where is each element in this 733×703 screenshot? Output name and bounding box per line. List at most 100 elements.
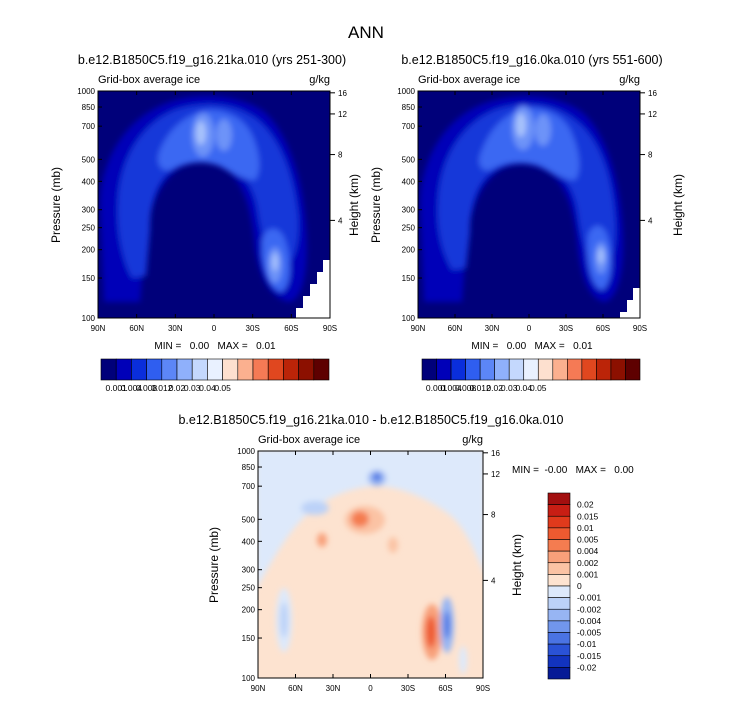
panel-c-y-tick-label: 850 (242, 463, 256, 472)
panel-c-colorbar-box (547, 667, 571, 680)
panel-b-colorbar-box (567, 358, 583, 381)
panel-c-colorbar-box (547, 597, 571, 610)
panel-a-yr-ticks: 16 12 8 4 (330, 89, 347, 225)
panel-a-title: b.e12.B1850C5.f19_g16.21ka.010 (yrs 251-… (78, 53, 346, 67)
panel-a-colorbar-box (146, 358, 163, 381)
panel-b-colorbar-label: 0.02 (486, 383, 503, 393)
panel-a-y-ticks: 100 150 200 250 300 400 500 700 850 1000 (77, 87, 102, 323)
panel-c-y-tick-label: 700 (242, 482, 256, 491)
panel-c-colorbar-label: 0.005 (577, 535, 599, 545)
panel-b-colorbar-box (625, 358, 641, 381)
panel-b-level-4b (535, 114, 551, 146)
panel-c-colorbar-box (547, 562, 571, 575)
panel-b-yr-ticks: 16 12 8 4 (640, 89, 657, 225)
panel-a-colorbar-box (191, 358, 208, 381)
panel-b-ylabel-right: Height (km) (671, 174, 685, 236)
panel-c-y-tick-label: 100 (242, 674, 256, 683)
panel-b-right-subtitle: g/kg (619, 74, 640, 86)
panel-a-y-tick-label: 150 (82, 274, 96, 283)
panel-c-stats: MIN = -0.00 MAX = 0.00 (512, 465, 634, 476)
panel-c-neg-patch (301, 501, 329, 515)
panel-a-y-tick-label: 850 (82, 103, 96, 112)
panel-b-x-tick-label: 90N (411, 324, 426, 333)
panel-c-pos-upper-core (351, 511, 369, 527)
panel-c-yr-tick-label: 16 (491, 449, 500, 458)
panel-c-colorbar-box (547, 655, 571, 668)
panel-c-x-tick-label: 30S (401, 684, 415, 693)
panel-b-level-5 (516, 113, 526, 137)
panel-c-neg-bottom (459, 646, 467, 674)
panel-b-y-tick-label: 400 (402, 177, 416, 186)
panel-a-level-4b (216, 119, 232, 151)
panel-c-upper-negative (258, 451, 483, 587)
panel-c-ylabel: Pressure (mb) (207, 527, 221, 603)
panel-c-y-tick-label: 150 (242, 634, 256, 643)
panel-a-colorbar-box (298, 358, 315, 381)
panel-c-pos-mid (388, 537, 398, 553)
panel-c-colorbar-label: 0.01 (577, 523, 594, 533)
panel-c-colorbar-box (547, 608, 571, 622)
panel-a-y-tick-label: 300 (82, 206, 96, 215)
panel-b-ylabel: Pressure (mb) (369, 167, 383, 243)
panel-c-y-tick-label: 1000 (237, 447, 255, 456)
panel-a-x-ticks: 90N 60N 30N 0 30S 60S 90S (91, 91, 337, 333)
panel-b-colorbar-label: 0.012 (469, 383, 491, 393)
panel-b-x-tick-label: 60N (448, 324, 463, 333)
panel-b-y-tick-label: 850 (402, 103, 416, 112)
panel-c-colorbar-label: -0.01 (577, 639, 597, 649)
panel-c-colorbar-label: -0.002 (577, 604, 601, 614)
panel-a-colorbar-label: 0.02 (169, 383, 186, 393)
panel-c-colorbar-box (547, 515, 571, 529)
panel-b-y-tick-label: 500 (402, 155, 416, 164)
panel-b-colorbar-box (552, 358, 568, 381)
panel-a-colorbar-box (207, 358, 223, 381)
panel-c-colorbar-box (547, 504, 571, 517)
panel-b-left-subtitle: Grid-box average ice (418, 74, 520, 86)
panel-b-title: b.e12.B1850C5.f19_g16.0ka.010 (yrs 551-6… (401, 53, 662, 67)
figure-title: ANN (348, 23, 384, 42)
panel-a-colorbar-label: 0.012 (151, 383, 173, 393)
panel-a-yr-tick-label: 16 (338, 89, 347, 98)
panel-a-yr-tick-label: 8 (338, 151, 343, 160)
panel-a-x-tick-label: 60S (284, 324, 298, 333)
panel-b-field (418, 91, 640, 318)
panel-b-y-ticks: 100 150 200 250 300 400 500 700 850 1000 (397, 87, 422, 323)
panel-b-x-tick-label: 0 (527, 324, 532, 333)
panel-b-y-tick-label: 100 (402, 314, 416, 323)
panel-a-colorbar-label: 0.04 (199, 383, 216, 393)
panel-a-yr-tick-label: 4 (338, 216, 343, 225)
panel-c-field (258, 451, 483, 678)
panel-c-colorbar-box (547, 527, 571, 540)
panel-b-colorbar-label: 0.03 (501, 383, 518, 393)
panel-c-colorbar-box (547, 585, 571, 598)
panel-a-left-subtitle: Grid-box average ice (98, 74, 200, 86)
panel-a-y-tick-label: 200 (82, 246, 96, 255)
panel-a-x-tick-label: 30N (168, 324, 183, 333)
panel-a-right-subtitle: g/kg (309, 74, 330, 86)
panel-b-level-5b (598, 248, 604, 264)
panel-c-colorbar-box (547, 550, 571, 564)
panel-b-yr-tick-label: 8 (648, 151, 653, 160)
panel-b-colorbar-label: 0.05 (530, 383, 547, 393)
panel-c-colorbar-label: 0.001 (577, 569, 599, 579)
panel-c-colorbar-box (547, 643, 571, 657)
panel-b-colorbar-box (610, 358, 626, 381)
panel-c-colorbar-label: 0.02 (577, 500, 594, 510)
panel-c-y-tick-label: 400 (242, 537, 256, 546)
panel-c-colorbar-label: 0.002 (577, 558, 599, 568)
panel-c-yr-tick-label: 4 (491, 576, 496, 585)
panel-c-colorbar-box (547, 632, 571, 645)
panel-c-y-ticks: 100 150 200 250 300 400 500 700 850 1000 (237, 447, 262, 683)
panel-a-colorbar-box (176, 358, 193, 381)
panel-c-neg-left-core (280, 602, 288, 638)
panel-a-colorbar-box (252, 358, 269, 381)
panel-b-x-tick-label: 30S (559, 324, 573, 333)
panel-a-x-tick-label: 60N (129, 324, 144, 333)
panel-c-colorbar-label: 0 (577, 581, 582, 591)
panel-b-colorbar-box (450, 358, 466, 381)
panel-c-neg-lower-core (444, 611, 450, 639)
panel-c-yr-tick-label: 8 (491, 511, 496, 520)
panel-b-colorbar-box (537, 358, 554, 381)
